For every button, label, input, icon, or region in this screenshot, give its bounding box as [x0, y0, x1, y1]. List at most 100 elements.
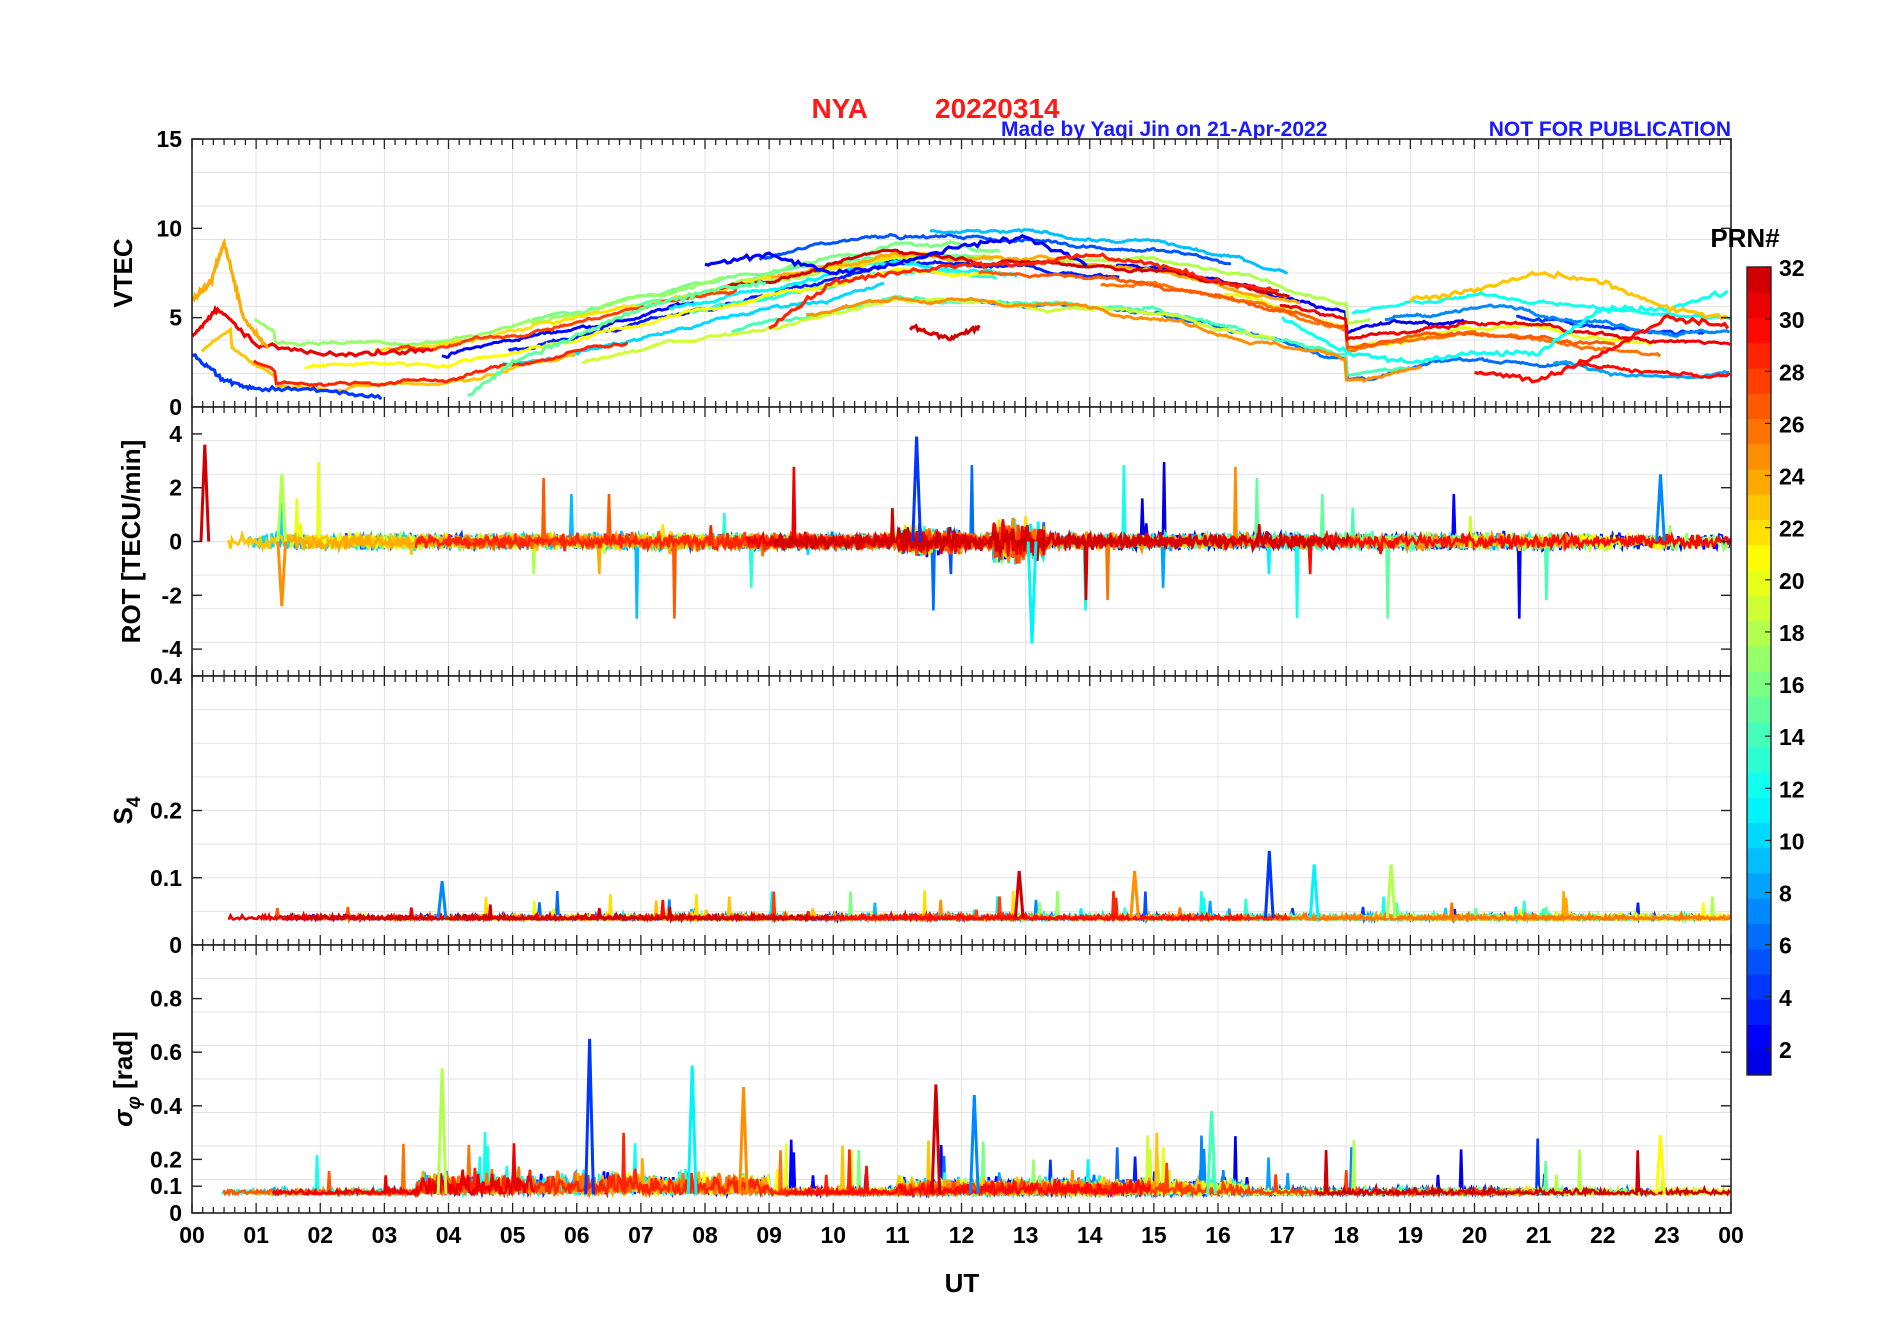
colorbar-tick-label: 26 [1779, 411, 1805, 437]
x-tick-label: 08 [692, 1222, 718, 1248]
x-axis-label: UT [945, 1268, 980, 1298]
x-tick-label: 10 [820, 1222, 846, 1248]
colorbar-tick-label: 32 [1779, 255, 1805, 281]
colorbar-tick-label: 14 [1779, 724, 1805, 750]
s4-spike [1264, 850, 1275, 919]
x-tick-label: 00 [179, 1222, 205, 1248]
x-tick-label: 23 [1654, 1222, 1680, 1248]
colorbar-band [1747, 898, 1771, 924]
colorbar-band [1747, 519, 1771, 546]
panel-rot: -4 -2 0 2 4 ROT [TECU/min] [116, 406, 1732, 677]
x-tick-label: 01 [243, 1222, 269, 1248]
colorbar-band [1747, 999, 1771, 1025]
y-tick-label: 0.4 [150, 1093, 182, 1119]
colorbar-band [1747, 1049, 1771, 1076]
x-tick-label: 16 [1205, 1222, 1231, 1248]
colorbar-band [1747, 1024, 1771, 1051]
y-tick-label: 10 [156, 215, 182, 241]
colorbar-tick-label: 10 [1779, 828, 1805, 854]
sigma_phi-spike [436, 1068, 448, 1195]
sigma_phi-spike [1655, 1135, 1666, 1195]
rot-spike [1026, 541, 1038, 644]
notice-text: NOT FOR PUBLICATION [1489, 118, 1731, 141]
colorbar-title: PRN# [1710, 223, 1780, 253]
y-tick-label: 2 [169, 475, 182, 501]
vtec-series-prn-32 [908, 323, 981, 342]
colorbar-band [1747, 469, 1771, 495]
colorbar-band [1747, 393, 1771, 419]
colorbar-band [1747, 443, 1771, 470]
panel-sigma_phi: 00.10.2 0.4 0.6 0.8σφ [rad] [108, 944, 1732, 1226]
s4-spike [1129, 870, 1140, 919]
sigma_phi-spike [930, 1084, 942, 1195]
date-title: 20220314 [935, 93, 1060, 124]
colorbar-band [1747, 570, 1771, 596]
s4-spike [436, 880, 448, 919]
x-tick-label: 20 [1462, 1222, 1488, 1248]
y-tick-label: 0.4 [150, 663, 182, 689]
s4-spike [1308, 864, 1320, 919]
x-tick-label: 00 [1718, 1222, 1744, 1248]
y-tick-label: -2 [162, 582, 182, 608]
traces-s4 [227, 850, 1731, 925]
colorbar-tick-label: 12 [1779, 776, 1805, 802]
station-title: NYA [811, 93, 868, 124]
colorbar-tick-label: 4 [1779, 985, 1792, 1011]
x-tick-label: 19 [1398, 1222, 1424, 1248]
colorbar-tick-label: 8 [1779, 881, 1792, 907]
vtec-trace-prn-27 [978, 269, 1616, 351]
y-tick-label: 5 [169, 305, 182, 331]
y-tick-label: 0 [169, 932, 182, 958]
colorbar-band [1747, 822, 1771, 849]
y-axis-label-rot: ROT [TECU/min] [116, 440, 146, 644]
y-tick-label: 0.8 [150, 986, 182, 1012]
y-tick-label: 0 [169, 529, 182, 555]
sigma_phi-trace-prn-30 [787, 1165, 1152, 1199]
vtec-series-prn-12 [1280, 289, 1729, 365]
traces-rot [199, 436, 1731, 644]
x-tick-label: 21 [1526, 1222, 1552, 1248]
s4-spike [1385, 864, 1397, 919]
colorbar-tick-label: 16 [1779, 672, 1805, 698]
y-tick-label: 0.6 [150, 1039, 182, 1065]
y-axis-label-s4: S4 [108, 796, 145, 824]
colorbar-band [1747, 544, 1771, 571]
y-tick-label: 0.2 [150, 1146, 182, 1172]
colorbar-tick-label: 6 [1779, 933, 1792, 959]
rot-trace-prn-32 [772, 507, 1351, 601]
traces-sigma_phi [221, 1038, 1731, 1200]
x-tick-label: 11 [885, 1222, 910, 1248]
colorbar-band [1747, 974, 1771, 1000]
colorbar-band [1747, 620, 1771, 647]
x-tick-label: 07 [628, 1222, 654, 1248]
colorbar-band [1747, 746, 1771, 773]
colorbar-frame [1746, 266, 1772, 1076]
sigma_phi-trace-prn-32 [1314, 1149, 1731, 1199]
colorbar-tick-label: 24 [1779, 464, 1805, 490]
sigma_phi-trace-prn-31 [271, 1143, 535, 1198]
credit-text: Made by Yaqi Jin on 21-Apr-2022 [1001, 118, 1327, 141]
vtec-series-prn-24 [192, 237, 270, 350]
vtec-trace-prn-19 [581, 296, 1275, 365]
x-tick-label: 18 [1333, 1222, 1359, 1248]
x-tick-label: 12 [949, 1222, 975, 1248]
y-axis-label-vtec: VTEC [108, 238, 138, 308]
rot-spike [1655, 474, 1666, 542]
x-tick-label: 15 [1141, 1222, 1167, 1248]
x-tick-label: 05 [500, 1222, 526, 1248]
vtec-trace-prn-29 [252, 341, 629, 388]
y-tick-label: 0.2 [150, 798, 182, 824]
vtec-series-prn-29 [768, 252, 1279, 330]
colorbar-band [1747, 645, 1771, 672]
sigma_phi-spike [738, 1086, 749, 1195]
colorbar-band [1747, 847, 1771, 874]
y-tick-label: -4 [162, 636, 183, 662]
colorbar-band [1747, 696, 1771, 722]
s4-trace-prn-32 [285, 904, 835, 925]
x-tick-label: 03 [372, 1222, 398, 1248]
colorbar-band [1747, 317, 1771, 344]
rot-spike [276, 541, 288, 607]
x-tick-label: 13 [1013, 1222, 1039, 1248]
colorbar-band [1747, 368, 1771, 394]
